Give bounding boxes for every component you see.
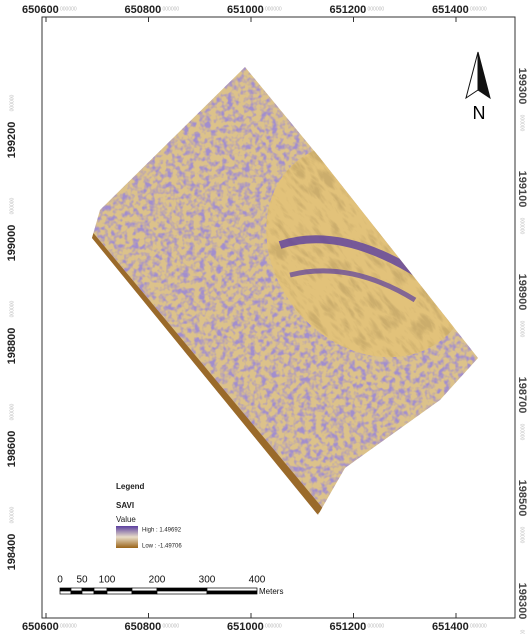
scale-segment	[82, 591, 94, 594]
scale-label: 100	[99, 575, 116, 586]
x-coord-label: 651400	[432, 4, 469, 16]
x-coord-label: 650800	[125, 621, 162, 633]
scale-segment	[82, 588, 94, 591]
y-coord-label: 198300	[516, 583, 528, 620]
x-coord-label: 650800	[125, 4, 162, 16]
scale-label: 300	[199, 575, 216, 586]
y-coord-label: 198400	[6, 534, 18, 571]
legend-low: Low : -1.49706	[142, 544, 182, 550]
y-coord-label: 199100	[516, 171, 528, 208]
scale-segment	[132, 591, 157, 594]
scale-segment	[60, 591, 71, 594]
coord-decimals: 000000	[163, 6, 180, 12]
x-coord-label: 651400	[432, 621, 469, 633]
scale-segment	[107, 591, 132, 594]
coord-decimals: 000000	[265, 6, 282, 12]
x-coord-label: 651000	[227, 4, 264, 16]
coord-decimals: 000000	[9, 300, 15, 317]
coord-decimals: 000000	[519, 321, 525, 338]
x-coord-label: 650600	[22, 4, 59, 16]
scale-label: 50	[76, 575, 88, 586]
y-coord-label: 198500	[516, 480, 528, 517]
scale-segment	[94, 588, 107, 591]
coord-decimals: 000000	[519, 527, 525, 544]
coord-decimals: 000000	[519, 218, 525, 235]
coord-decimals: 000000	[519, 115, 525, 132]
coord-decimals: 000000	[368, 623, 385, 629]
x-coord-label: 651000	[227, 621, 264, 633]
map-figure: N Legend SAVI Value High : 1.49692 Low :…	[0, 0, 529, 634]
coord-decimals: 000000	[265, 623, 282, 629]
scale-segment	[157, 588, 207, 591]
y-coord-label: 199200	[6, 122, 18, 159]
legend-layer: SAVI	[116, 501, 134, 510]
coord-decimals: 000000	[470, 6, 487, 12]
scale-segment	[94, 591, 107, 594]
coord-decimals: 000000	[163, 623, 180, 629]
legend-high: High : 1.49692	[142, 528, 182, 534]
coord-decimals: 000000	[9, 94, 15, 111]
coord-decimals: 000000	[60, 6, 77, 12]
scale-segment	[71, 591, 82, 594]
legend-ramp	[116, 526, 138, 548]
y-coord-label: 198900	[516, 274, 528, 311]
y-coord-label: 198700	[516, 377, 528, 414]
coord-decimals: 000000	[519, 424, 525, 441]
scale-segment	[132, 588, 157, 591]
scale-segment	[107, 588, 132, 591]
coord-decimals: 000000	[60, 623, 77, 629]
scale-segment	[157, 591, 207, 594]
legend-field: Value	[116, 515, 136, 524]
coord-decimals: 000000	[519, 630, 525, 634]
scale-label: 400	[249, 575, 266, 586]
scale-segment	[207, 591, 257, 594]
coord-decimals: 000000	[9, 403, 15, 420]
y-coord-label: 198800	[6, 328, 18, 365]
scale-unit: Meters	[259, 587, 283, 596]
y-coord-label: 199300	[516, 68, 528, 105]
scale-segment	[207, 588, 257, 591]
scale-label: 200	[149, 575, 166, 586]
scale-segment	[60, 588, 71, 591]
y-coord-label: 199000	[6, 225, 18, 262]
y-coord-label: 198600	[6, 431, 18, 468]
legend-title: Legend	[116, 482, 145, 491]
coord-decimals: 000000	[9, 197, 15, 214]
coord-decimals: 000000	[368, 6, 385, 12]
coord-decimals: 000000	[9, 506, 15, 523]
x-coord-label: 651200	[330, 621, 367, 633]
coord-decimals: 000000	[470, 623, 487, 629]
scale-label: 0	[57, 575, 63, 586]
x-coord-label: 650600	[22, 621, 59, 633]
scale-segment	[71, 588, 82, 591]
x-coord-label: 651200	[330, 4, 367, 16]
north-label: N	[473, 103, 486, 123]
